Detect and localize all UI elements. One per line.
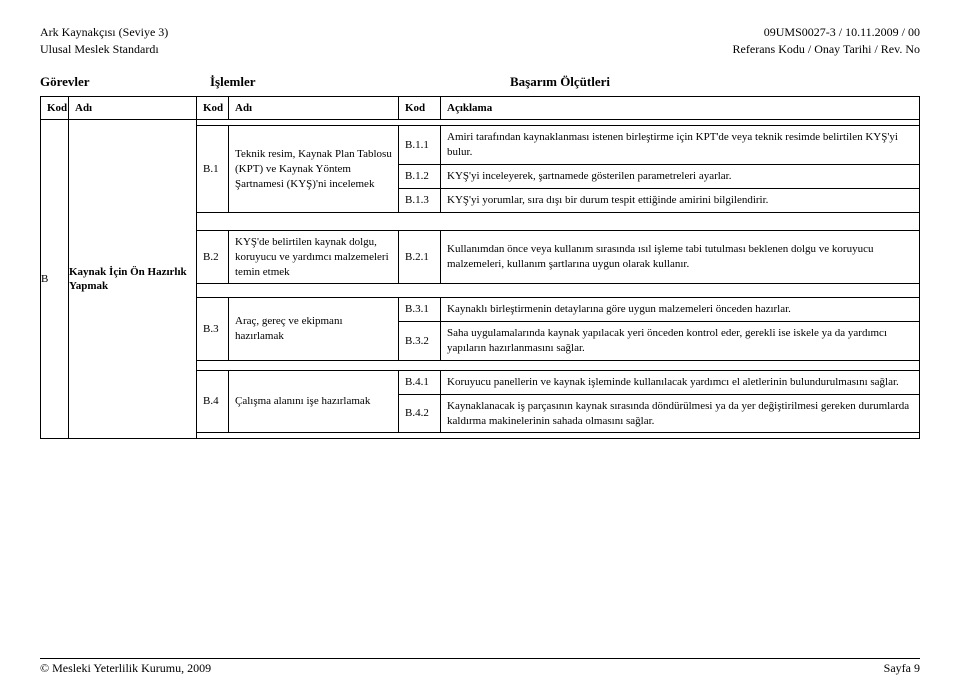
- header-right-line2: Referans Kodu / Onay Tarihi / Rev. No: [733, 41, 920, 58]
- table-header-row: Kod Adı Kod Adı Kod Açıklama: [41, 96, 920, 120]
- header-right-line1: 09UMS0027-3 / 10.11.2009 / 00: [733, 24, 920, 41]
- header-left-line1: Ark Kaynakçısı (Seviye 3): [40, 24, 168, 41]
- section-title-gorevler: Görevler: [40, 74, 210, 90]
- crit-text-b41: Koruyucu panellerin ve kaynak işleminde …: [441, 370, 920, 394]
- section-title-basarim: Başarım Ölçütleri: [510, 74, 920, 90]
- crit-code-b32: B.3.2: [399, 322, 441, 361]
- op-code-b1: B.1: [197, 126, 229, 212]
- crit-code-b31: B.3.1: [399, 298, 441, 322]
- task-code: B: [41, 120, 69, 439]
- header-left-line2: Ulusal Meslek Standardı: [40, 41, 168, 58]
- crit-code-b13: B.1.3: [399, 188, 441, 212]
- op-code-b3: B.3: [197, 298, 229, 361]
- section-title-islemler: İşlemler: [210, 74, 510, 90]
- criteria-table: Kod Adı Kod Adı Kod Açıklama B Kaynak İç…: [40, 96, 920, 440]
- crit-text-b11: Amiri tarafından kaynaklanması istenen b…: [441, 126, 920, 165]
- crit-text-b31: Kaynaklı birleştirmenin detaylarına göre…: [441, 298, 920, 322]
- crit-code-b21: B.2.1: [399, 230, 441, 284]
- section-titles: Görevler İşlemler Başarım Ölçütleri: [40, 74, 920, 90]
- crit-text-b13: KYŞ'yi yorumlar, sıra dışı bir durum tes…: [441, 188, 920, 212]
- page-header: Ark Kaynakçısı (Seviye 3) Ulusal Meslek …: [40, 24, 920, 58]
- crit-code-b41: B.4.1: [399, 370, 441, 394]
- crit-text-b32: Saha uygulamalarında kaynak yapılacak ye…: [441, 322, 920, 361]
- op-code-b2: B.2: [197, 230, 229, 284]
- op-name-b1: Teknik resim, Kaynak Plan Tablosu (KPT) …: [229, 126, 399, 212]
- op-name-b2: KYŞ'de belirtilen kaynak dolgu, koruyucu…: [229, 230, 399, 284]
- crit-code-b12: B.1.2: [399, 165, 441, 189]
- task-name-text: Kaynak İçin Ön Hazırlık Yapmak: [69, 266, 187, 293]
- th-adi2: Adı: [229, 96, 399, 120]
- header-left: Ark Kaynakçısı (Seviye 3) Ulusal Meslek …: [40, 24, 168, 58]
- th-adi1: Adı: [69, 96, 197, 120]
- crit-code-b11: B.1.1: [399, 126, 441, 165]
- task-name: Kaynak İçin Ön Hazırlık Yapmak: [69, 120, 197, 439]
- crit-text-b42: Kaynaklanacak iş parçasının kaynak sıras…: [441, 394, 920, 433]
- header-right: 09UMS0027-3 / 10.11.2009 / 00 Referans K…: [733, 24, 920, 58]
- page-footer: © Mesleki Yeterlilik Kurumu, 2009 Sayfa …: [40, 658, 920, 676]
- crit-code-b42: B.4.2: [399, 394, 441, 433]
- op-name-b4: Çalışma alanını işe hazırlamak: [229, 370, 399, 433]
- op-code-b4: B.4: [197, 370, 229, 433]
- crit-text-b21: Kullanımdan önce veya kullanım sırasında…: [441, 230, 920, 284]
- th-kod3: Kod: [399, 96, 441, 120]
- footer-right: Sayfa 9: [884, 661, 920, 676]
- crit-text-b12: KYŞ'yi inceleyerek, şartnamede gösterile…: [441, 165, 920, 189]
- op-name-b3: Araç, gereç ve ekipmanı hazırlamak: [229, 298, 399, 361]
- th-aciklama: Açıklama: [441, 96, 920, 120]
- footer-left: © Mesleki Yeterlilik Kurumu, 2009: [40, 661, 211, 676]
- th-kod2: Kod: [197, 96, 229, 120]
- th-kod1: Kod: [41, 96, 69, 120]
